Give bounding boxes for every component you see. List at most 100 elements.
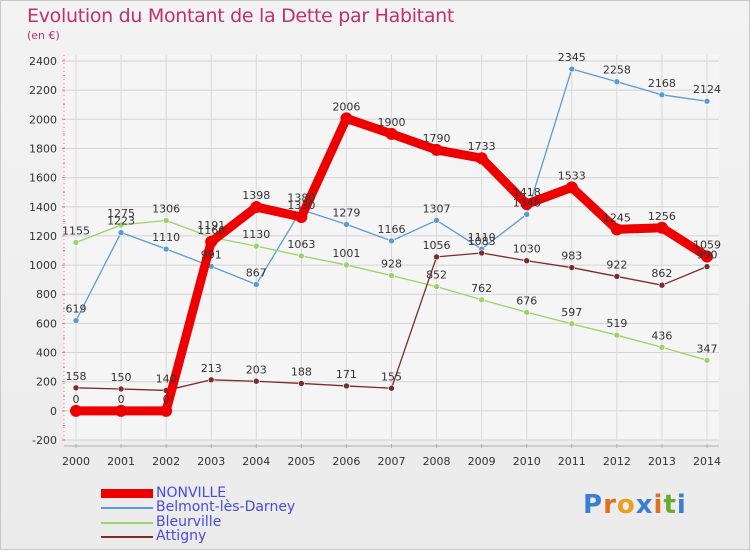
legend-item: Attigny [101, 528, 361, 544]
data-label: 2258 [603, 64, 631, 77]
data-label: 1160 [197, 224, 225, 237]
y-tick-label: 1600 [29, 172, 57, 185]
data-label: 140 [156, 372, 177, 385]
data-label: 991 [201, 248, 222, 261]
data-point [295, 210, 308, 223]
data-point [162, 217, 170, 224]
data-point [433, 253, 440, 261]
data-point [565, 181, 578, 194]
data-point [613, 273, 621, 280]
y-tick-label: 0 [50, 405, 57, 418]
y-tick-label: 1400 [29, 201, 57, 214]
data-label: 1063 [287, 238, 315, 251]
y-tick-label: 1800 [29, 142, 57, 155]
data-point [343, 221, 350, 228]
data-point [252, 281, 260, 288]
data-label: 347 [697, 342, 718, 355]
data-label: 867 [246, 266, 267, 279]
data-point [388, 237, 395, 245]
y-tick-label: 1000 [29, 259, 57, 272]
data-point [478, 249, 485, 257]
data-label: 1380 [287, 192, 315, 205]
data-label: 1110 [468, 231, 496, 244]
data-point [703, 263, 711, 270]
axes: -200020040060080010001200140016001800200… [29, 55, 721, 468]
data-label: 1191 [197, 219, 225, 232]
logo-letter: r [603, 490, 617, 520]
data-point [658, 281, 666, 289]
data-label: 1245 [603, 211, 631, 224]
data-label: 1790 [423, 132, 451, 145]
x-tick-label: 2001 [107, 455, 135, 468]
legend-swatch [101, 522, 153, 524]
data-label: 1155 [62, 224, 90, 237]
legend-label: Attigny [156, 528, 207, 544]
data-point [613, 331, 621, 339]
legend-label: Bleurville [156, 514, 222, 530]
series-lines [70, 65, 713, 417]
data-label: 150 [111, 371, 132, 384]
legend-item: Bleurville [101, 514, 361, 530]
data-point [70, 404, 82, 417]
data-label: 155 [381, 370, 402, 383]
data-point [430, 143, 443, 156]
data-label: 1348 [513, 196, 541, 209]
data-label: 0 [118, 393, 125, 406]
data-point [523, 211, 531, 218]
legend-swatch [101, 507, 153, 509]
data-label: 852 [426, 269, 447, 282]
y-tick-label: 600 [36, 317, 57, 330]
data-point [160, 404, 173, 417]
logo-letter: o [616, 490, 636, 520]
data-label: 519 [606, 317, 627, 330]
data-label: 676 [516, 294, 537, 307]
y-tick-label: -200 [32, 434, 57, 447]
data-label: 1030 [513, 243, 541, 256]
data-label: 171 [336, 368, 357, 381]
data-label: 862 [651, 267, 672, 280]
y-tick-label: 2000 [29, 113, 57, 126]
data-point [655, 221, 668, 234]
data-point [252, 242, 260, 250]
data-label: 0 [163, 393, 170, 406]
data-point [298, 252, 305, 260]
data-label: 990 [697, 249, 718, 262]
data-label: 2345 [558, 51, 586, 64]
data-point [72, 317, 80, 324]
legend-item: Belmont-lès-Darney [101, 499, 361, 515]
data-point [117, 385, 125, 393]
data-point [703, 356, 711, 364]
data-label: 1533 [558, 169, 586, 182]
data-point [433, 217, 440, 224]
data-label: 1330 [287, 199, 315, 212]
data-point [388, 384, 395, 392]
data-point [568, 65, 576, 73]
data-point [205, 235, 218, 248]
data-label: 1059 [693, 238, 721, 251]
data-label: 762 [471, 282, 492, 295]
logo-letter: x [635, 490, 654, 520]
data-label: 436 [651, 329, 672, 342]
logo-letter: t [663, 490, 677, 520]
x-tick-label: 2013 [648, 455, 676, 468]
data-point [523, 257, 531, 265]
data-label: 188 [291, 365, 312, 378]
data-point [385, 127, 398, 140]
data-point [701, 250, 713, 263]
x-tick-label: 2009 [468, 455, 496, 468]
legend-item: NONVILLE [101, 485, 361, 501]
legend-swatch [101, 536, 153, 538]
x-tick-label: 2014 [693, 455, 721, 468]
x-tick-label: 2012 [603, 455, 631, 468]
x-tick-label: 2011 [558, 455, 586, 468]
data-label: 1130 [242, 228, 270, 241]
x-tick-label: 2000 [62, 455, 90, 468]
data-point [72, 239, 80, 246]
data-label: 1110 [152, 231, 180, 244]
logo-letter: i [676, 490, 687, 520]
data-point [433, 283, 440, 290]
data-point [658, 343, 666, 351]
legend-label: NONVILLE [156, 485, 227, 501]
y-tick-label: 400 [36, 347, 57, 360]
